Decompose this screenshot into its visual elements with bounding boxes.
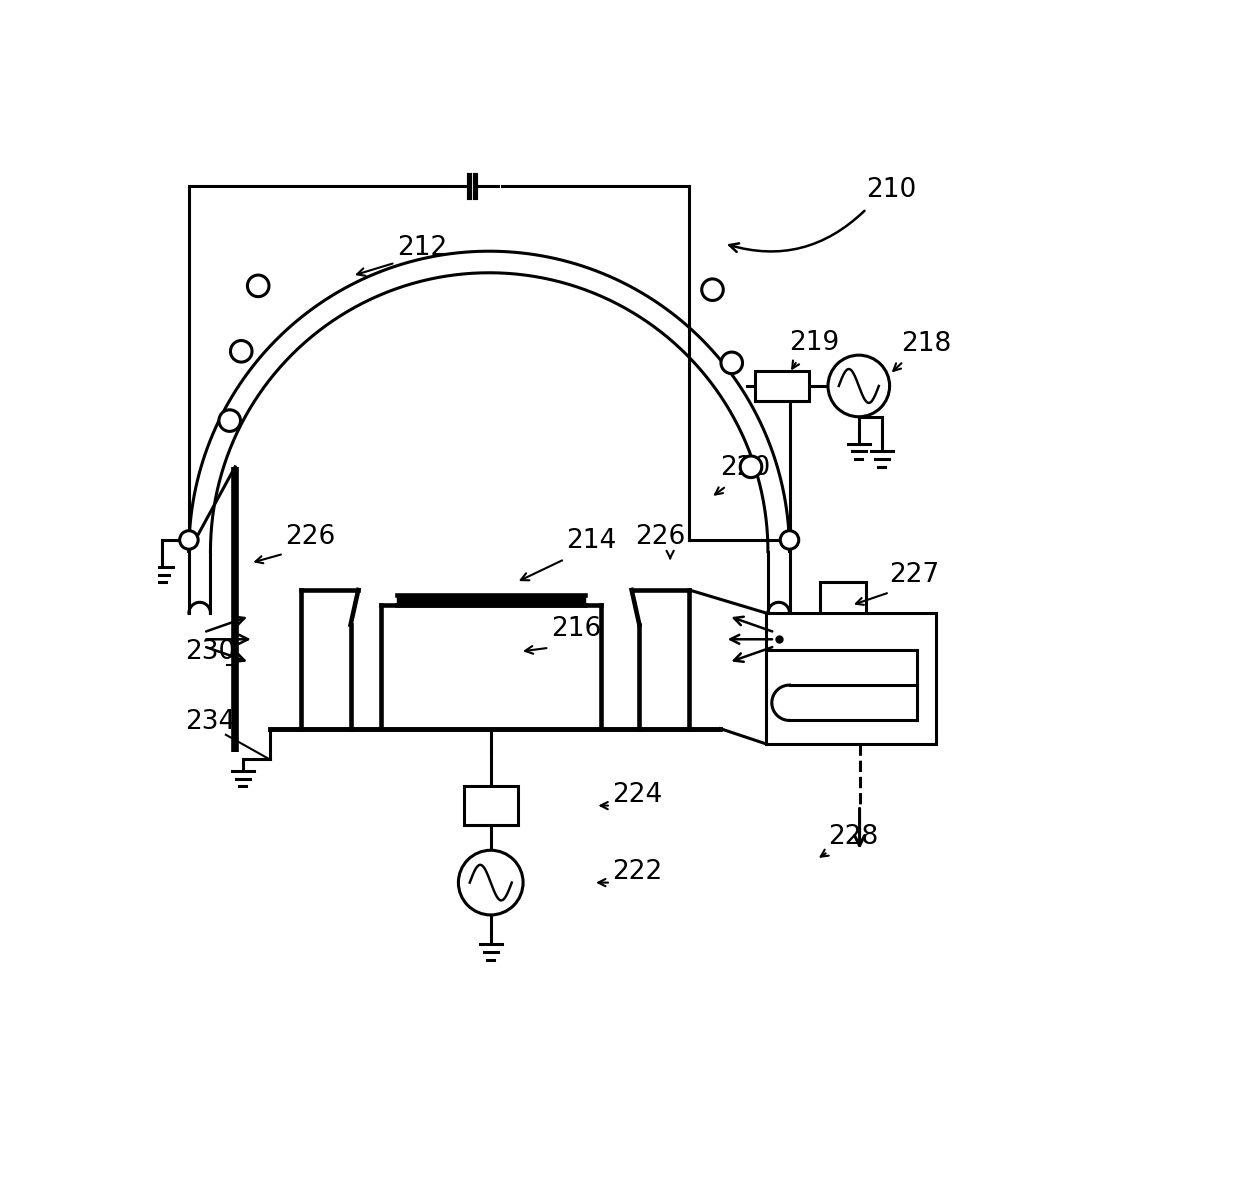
Text: 234: 234 bbox=[185, 709, 236, 735]
Circle shape bbox=[702, 278, 723, 300]
Text: 228: 228 bbox=[828, 825, 878, 850]
Text: 218: 218 bbox=[901, 331, 951, 357]
Bar bbox=[755, 372, 808, 400]
Circle shape bbox=[740, 456, 761, 478]
Text: 222: 222 bbox=[613, 859, 662, 884]
Circle shape bbox=[780, 531, 799, 550]
Text: 226: 226 bbox=[635, 523, 686, 550]
Circle shape bbox=[828, 355, 889, 417]
Text: 227: 227 bbox=[889, 563, 940, 588]
Circle shape bbox=[231, 341, 252, 362]
Circle shape bbox=[219, 410, 241, 431]
Bar bbox=[464, 786, 517, 825]
Circle shape bbox=[459, 851, 523, 915]
Circle shape bbox=[248, 275, 269, 296]
Text: 210: 210 bbox=[867, 177, 916, 203]
Circle shape bbox=[720, 353, 743, 374]
Text: 219: 219 bbox=[790, 330, 839, 356]
Text: 230: 230 bbox=[185, 639, 236, 666]
Text: 212: 212 bbox=[397, 235, 448, 261]
Circle shape bbox=[771, 376, 790, 396]
Text: 220: 220 bbox=[720, 454, 770, 480]
Text: 214: 214 bbox=[567, 528, 616, 553]
Text: 216: 216 bbox=[551, 617, 601, 642]
Text: 226: 226 bbox=[285, 523, 335, 550]
Text: 224: 224 bbox=[613, 782, 662, 808]
Circle shape bbox=[180, 531, 198, 550]
